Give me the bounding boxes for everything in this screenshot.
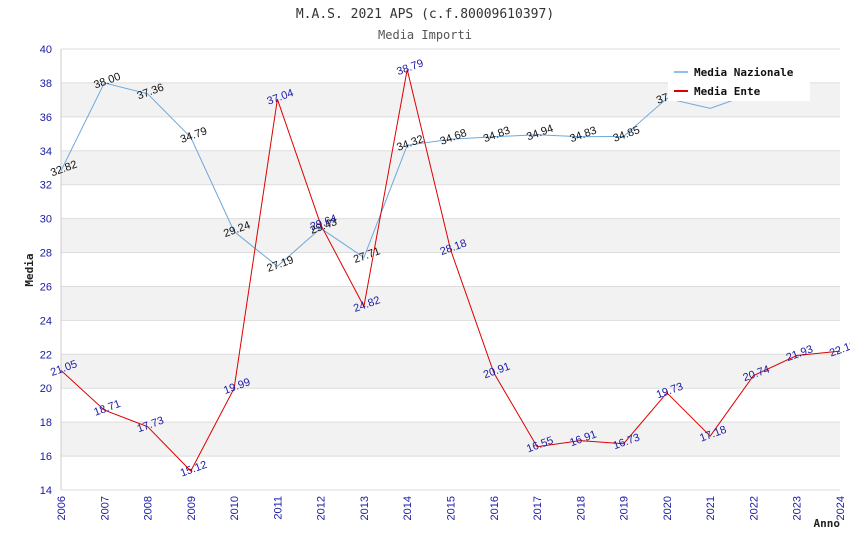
data-label: 22.19 — [828, 339, 850, 360]
data-label: 27.19 — [265, 254, 295, 275]
y-tick-label: 24 — [40, 315, 52, 327]
y-tick-label: 28 — [40, 248, 52, 260]
x-tick-label: 2009 — [186, 496, 198, 520]
x-tick-label: 2017 — [532, 496, 544, 520]
y-tick-label: 22 — [40, 349, 52, 361]
data-label: 34.83 — [568, 125, 598, 146]
legend: Media Nazionale Media Ente — [668, 60, 810, 101]
x-axis-ticks: 2006 2007 2008 2009 2010 2011 2012 2013 2014 2015… — [56, 496, 847, 520]
series-group: 32.8238.0037.3634.7929.2427.1929.4327.71… — [49, 57, 850, 479]
y-tick-label: 14 — [40, 485, 52, 497]
y-tick-label: 26 — [40, 281, 52, 293]
grid-band — [61, 286, 840, 321]
x-tick-label: 2022 — [748, 496, 760, 520]
x-tick-label: 2006 — [56, 496, 68, 520]
y-tick-label: 36 — [40, 112, 52, 124]
data-label: 38.79 — [395, 57, 425, 78]
x-tick-label: 2015 — [446, 496, 458, 520]
x-tick-label: 2020 — [662, 496, 674, 520]
x-tick-label: 2023 — [792, 496, 804, 520]
legend-entry: Media Ente — [694, 85, 761, 98]
grid-band — [61, 150, 840, 185]
y-tick-label: 34 — [40, 146, 52, 158]
data-label: 34.68 — [438, 127, 468, 148]
x-tick-label: 2010 — [229, 496, 241, 520]
x-tick-label: 2024 — [835, 496, 847, 520]
series-line-media-ente — [60, 69, 841, 472]
x-tick-label: 2012 — [316, 496, 328, 520]
grid-band — [61, 422, 840, 457]
y-tick-label: 20 — [40, 383, 52, 395]
legend-entry: Media Nazionale — [694, 66, 794, 79]
legend-box — [668, 60, 810, 101]
y-tick-label: 32 — [40, 180, 52, 192]
y-tick-label: 30 — [40, 214, 52, 226]
data-label: 15.12 — [179, 459, 209, 480]
x-tick-label: 2018 — [575, 496, 587, 520]
chart-title: M.A.S. 2021 APS (c.f.80009610397) — [296, 7, 554, 22]
y-tick-label: 18 — [40, 417, 52, 429]
x-tick-label: 2007 — [99, 496, 111, 520]
data-label: 34.94 — [525, 123, 555, 144]
x-tick-label: 2016 — [489, 496, 501, 520]
y-axis-label: Media — [23, 253, 36, 286]
x-tick-label: 2008 — [143, 496, 155, 520]
x-tick-label: 2014 — [402, 496, 414, 520]
series-line-media-nazionale — [60, 82, 754, 267]
data-label: 34.85 — [612, 124, 642, 145]
y-tick-label: 16 — [40, 451, 52, 463]
data-label: 34.83 — [482, 125, 512, 146]
x-tick-label: 2021 — [705, 496, 717, 520]
grid-band — [61, 218, 840, 253]
chart-subtitle: Media Importi — [378, 28, 472, 42]
grid-band — [61, 354, 840, 389]
grid-lines — [61, 48, 840, 491]
x-tick-label: 2013 — [359, 496, 371, 520]
y-tick-label: 38 — [40, 78, 52, 90]
y-axis-ticks: 14 16 18 20 22 24 26 28 30 32 34 36 38 40 — [40, 44, 52, 497]
x-tick-label: 2019 — [619, 496, 631, 520]
y-tick-label: 40 — [40, 44, 52, 56]
x-tick-label: 2011 — [272, 496, 284, 520]
x-axis-label: Anno — [814, 517, 841, 530]
